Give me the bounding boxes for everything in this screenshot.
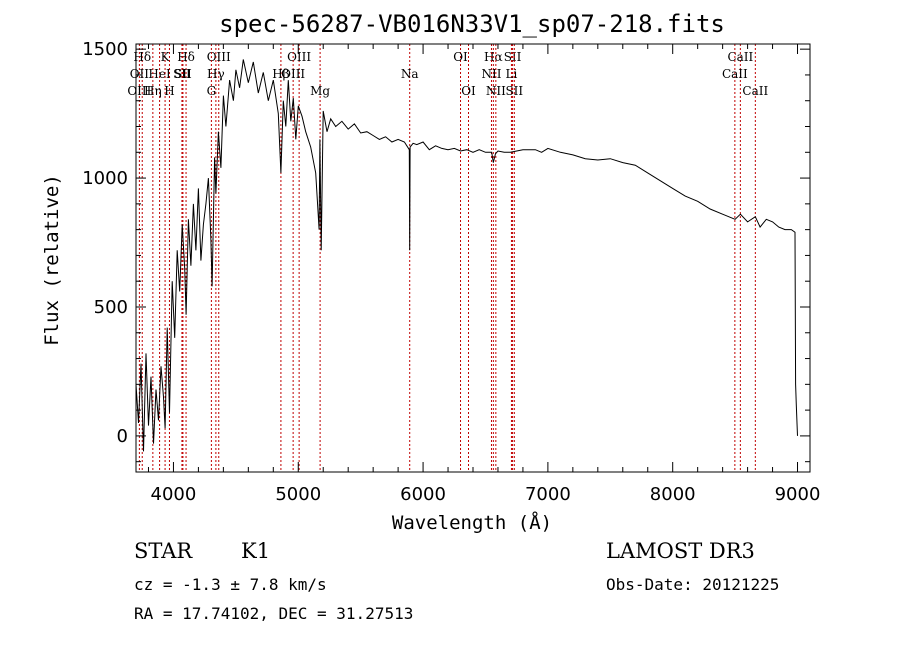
spectrum-series	[135, 59, 798, 452]
line-marker-label: Li	[506, 67, 518, 81]
object-subclass: K1	[241, 539, 270, 563]
line-marker-label: K	[161, 50, 171, 64]
line-marker-label: Hδ	[177, 50, 195, 64]
line-marker-label: SII	[505, 84, 523, 98]
y-tick-label: 1000	[82, 168, 128, 189]
line-marker-label: SII	[174, 67, 192, 81]
line-marker-label: HeI	[148, 67, 171, 81]
x-tick-label: 6000	[400, 484, 446, 505]
survey-name: LAMOST DR3	[606, 539, 755, 563]
line-marker-label: OI	[453, 50, 468, 64]
line-marker-label: Mg	[310, 84, 330, 98]
line-marker-label: CaII	[727, 50, 753, 64]
y-axis-title: Flux (relative)	[41, 174, 63, 346]
line-marker-label: OIII	[281, 67, 305, 81]
line-marker-label: SII	[504, 50, 522, 64]
line-marker-label: OIII	[287, 50, 311, 64]
line-marker-label: CaII	[722, 67, 748, 81]
line-marker-label: OIII	[207, 50, 231, 64]
line-marker-label: OII	[130, 67, 150, 81]
line-marker-label: Hα	[484, 50, 503, 64]
line-marker-label: H	[164, 84, 174, 98]
line-marker-label: Hη	[144, 84, 162, 98]
y-tick-label: 500	[94, 297, 128, 318]
line-marker-label: OI	[461, 84, 476, 98]
x-axis-title: Wavelength (Å)	[392, 511, 552, 534]
line-marker-label: Hγ	[207, 67, 225, 81]
spectral-line-markers: HδOIIOIIIHeIHηKSIIHHδSIIOIIIHγGOIIIOIIIH…	[127, 44, 768, 472]
line-marker-label: CaII	[742, 84, 768, 98]
chart-title: spec-56287-VB016N33V1_sp07-218.fits	[219, 10, 725, 38]
y-tick-label: 0	[117, 426, 128, 447]
x-tick-label: 4000	[151, 484, 197, 505]
line-marker-label: OIII	[127, 84, 151, 98]
coordinates-text: RA = 17.74102, DEC = 31.27513	[134, 604, 413, 623]
x-tick-label: 5000	[275, 484, 321, 505]
x-tick-label: 7000	[525, 484, 571, 505]
line-marker-label: G	[207, 84, 217, 98]
line-marker-label: SII	[173, 67, 191, 81]
object-class: STAR	[134, 539, 193, 563]
line-marker-label: Hδ	[133, 50, 151, 64]
y-tick-label: 1500	[82, 39, 128, 60]
obs-date: Obs-Date: 20121225	[606, 575, 779, 594]
line-marker-label: Hβ	[272, 67, 289, 81]
y-axis: 0 500 1000 1500	[82, 39, 810, 463]
line-marker-label: NII	[481, 67, 501, 81]
plot-frame	[135, 43, 811, 473]
x-axis: 4000 5000 6000 7000 8000 9000	[147, 44, 821, 505]
line-marker-label: NII	[486, 84, 506, 98]
x-tick-label: 8000	[650, 484, 696, 505]
line-marker-label: Na	[401, 67, 419, 81]
redshift-text: cz = -1.3 ± 7.8 km/s	[134, 575, 327, 594]
x-tick-label: 9000	[775, 484, 821, 505]
